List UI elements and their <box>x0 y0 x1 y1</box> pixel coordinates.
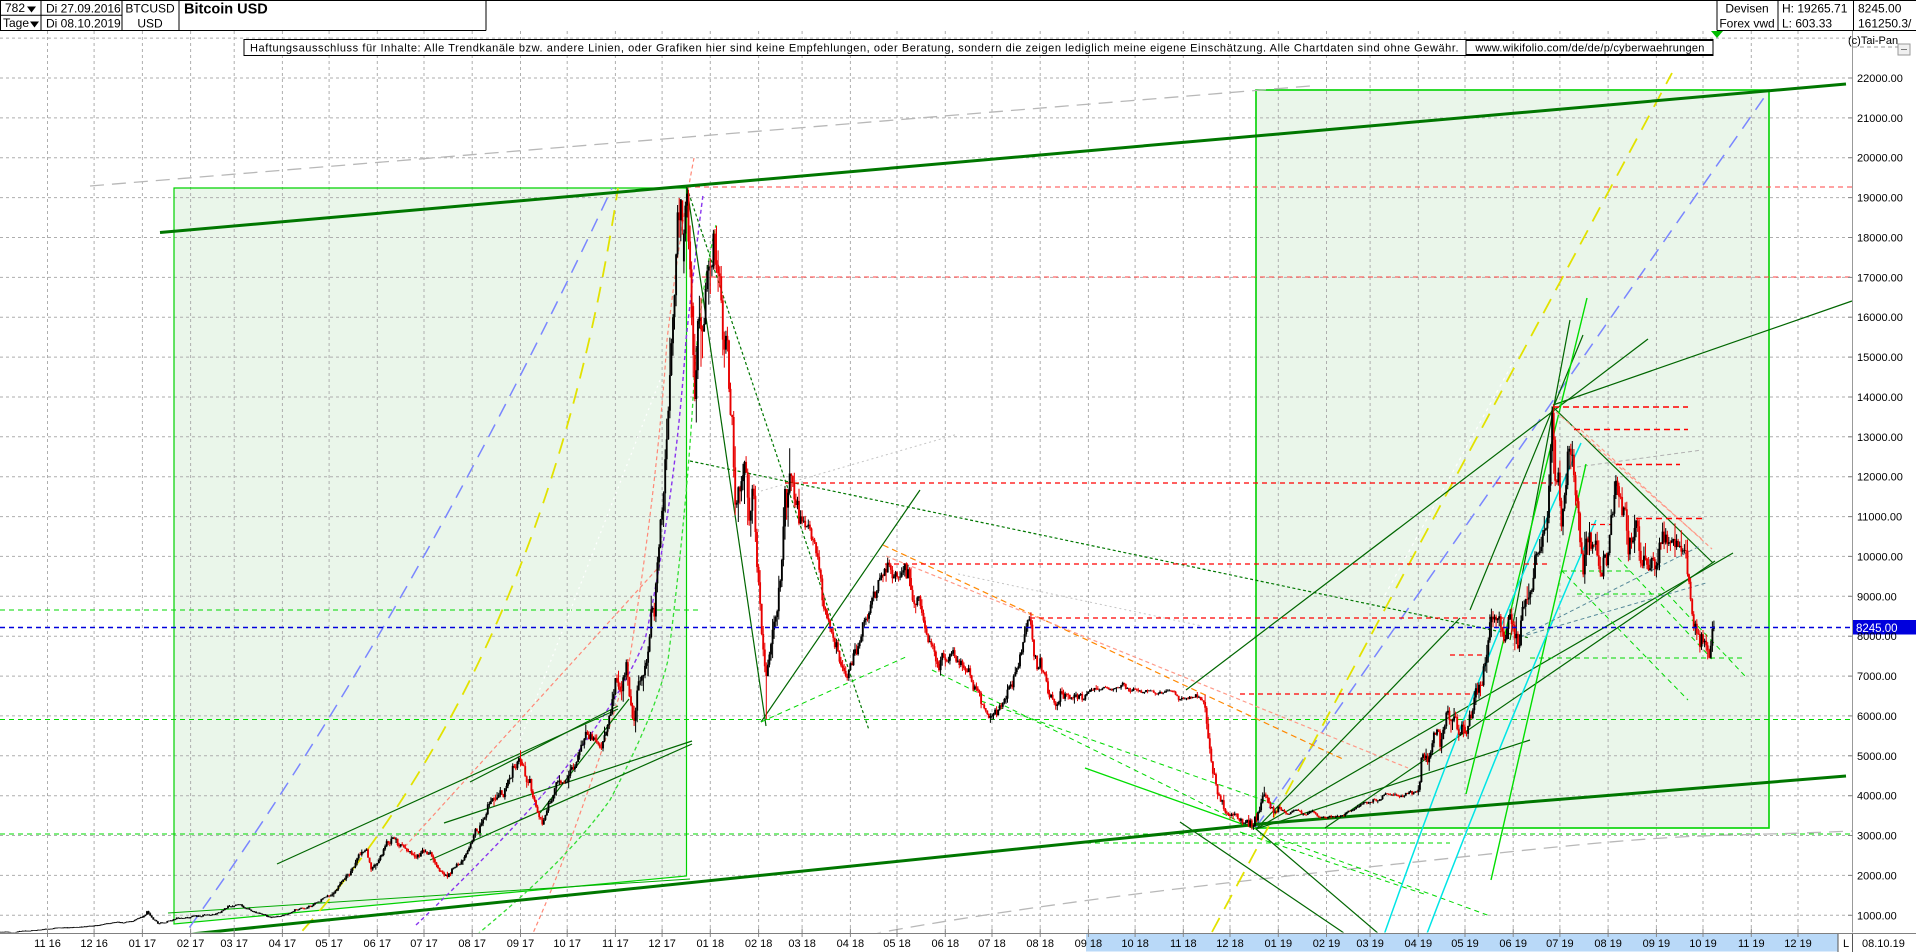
svg-text:04 18: 04 18 <box>837 938 865 950</box>
svg-text:8000.00: 8000.00 <box>1857 631 1897 643</box>
svg-text:01 17: 01 17 <box>129 938 157 950</box>
svg-text:10 19: 10 19 <box>1689 938 1717 950</box>
svg-text:03 19: 03 19 <box>1356 938 1384 950</box>
svg-text:4000.00: 4000.00 <box>1857 791 1897 803</box>
svg-text:07 19: 07 19 <box>1546 938 1574 950</box>
svg-text:02 19: 02 19 <box>1313 938 1341 950</box>
svg-text:11 17: 11 17 <box>602 938 629 950</box>
svg-text:03 17: 03 17 <box>220 938 248 950</box>
svg-text:8245.00: 8245.00 <box>1858 2 1902 16</box>
svg-text:9000.00: 9000.00 <box>1857 591 1897 603</box>
svg-text:L: 603.33: L: 603.33 <box>1782 17 1832 31</box>
svg-text:11 18: 11 18 <box>1170 938 1197 950</box>
svg-text:L: L <box>1843 938 1849 950</box>
svg-text:05 17: 05 17 <box>315 938 343 950</box>
svg-text:H: 19265.71: H: 19265.71 <box>1782 2 1848 16</box>
svg-text:06 17: 06 17 <box>364 938 392 950</box>
svg-text:04 17: 04 17 <box>269 938 297 950</box>
svg-text:09 19: 09 19 <box>1643 938 1671 950</box>
svg-text:10 17: 10 17 <box>553 938 581 950</box>
svg-text:BTCUSD: BTCUSD <box>125 2 175 16</box>
svg-text:11 16: 11 16 <box>34 938 61 950</box>
svg-text:01 19: 01 19 <box>1265 938 1293 950</box>
svg-text:06 19: 06 19 <box>1499 938 1527 950</box>
svg-text:10 18: 10 18 <box>1121 938 1149 950</box>
svg-text:08.10.19: 08.10.19 <box>1862 938 1905 950</box>
svg-text:782: 782 <box>5 1 25 15</box>
svg-text:01 18: 01 18 <box>697 938 725 950</box>
svg-text:19000.00: 19000.00 <box>1857 193 1903 205</box>
svg-text:5000.00: 5000.00 <box>1857 751 1897 763</box>
svg-text:09 17: 09 17 <box>507 938 535 950</box>
svg-text:11 19: 11 19 <box>1738 938 1765 950</box>
svg-text:16000.00: 16000.00 <box>1857 312 1903 324</box>
svg-text:14000.00: 14000.00 <box>1857 392 1903 404</box>
svg-text:08 18: 08 18 <box>1026 938 1054 950</box>
svg-text:06 18: 06 18 <box>932 938 960 950</box>
svg-text:02 18: 02 18 <box>745 938 773 950</box>
svg-text:Haftungsausschluss für Inhalte: Haftungsausschluss für Inhalte: Alle Tre… <box>250 43 1459 55</box>
svg-text:04 19: 04 19 <box>1405 938 1433 950</box>
svg-text:18000.00: 18000.00 <box>1857 233 1903 245</box>
svg-text:3000.00: 3000.00 <box>1857 831 1897 843</box>
svg-text:21000.00: 21000.00 <box>1857 113 1903 125</box>
svg-text:22000.00: 22000.00 <box>1857 73 1903 85</box>
svg-text:12 19: 12 19 <box>1784 938 1812 950</box>
svg-text:Forex vwd: Forex vwd <box>1719 17 1774 31</box>
svg-text:15000.00: 15000.00 <box>1857 352 1903 364</box>
svg-text:13000.00: 13000.00 <box>1857 432 1903 444</box>
svg-text:08 19: 08 19 <box>1594 938 1622 950</box>
svg-text:2000.00: 2000.00 <box>1857 870 1897 882</box>
svg-text:02 17: 02 17 <box>177 938 205 950</box>
svg-text:20000.00: 20000.00 <box>1857 153 1903 165</box>
svg-text:6000.00: 6000.00 <box>1857 711 1897 723</box>
svg-text:161250.3/: 161250.3/ <box>1858 17 1912 31</box>
svg-text:www.wikifolio.com/de/de/p/cybe: www.wikifolio.com/de/de/p/cyberwaehrunge… <box>1474 43 1704 55</box>
svg-text:10000.00: 10000.00 <box>1857 551 1903 563</box>
svg-text:8245.00: 8245.00 <box>1856 623 1898 635</box>
svg-text:11000.00: 11000.00 <box>1857 512 1902 524</box>
svg-text:Di 08.10.2019: Di 08.10.2019 <box>46 17 121 31</box>
svg-text:07 18: 07 18 <box>978 938 1006 950</box>
svg-text:08 17: 08 17 <box>458 938 486 950</box>
svg-text:12000.00: 12000.00 <box>1857 472 1903 484</box>
svg-text:12 17: 12 17 <box>648 938 676 950</box>
svg-text:07 17: 07 17 <box>410 938 438 950</box>
svg-text:09 18: 09 18 <box>1075 938 1103 950</box>
svg-text:1000.00: 1000.00 <box>1857 910 1897 922</box>
svg-text:(c)Tai-Pan: (c)Tai-Pan <box>1848 35 1898 47</box>
svg-text:03 18: 03 18 <box>788 938 816 950</box>
svg-text:17000.00: 17000.00 <box>1857 272 1903 284</box>
svg-text:Tage: Tage <box>3 16 29 30</box>
svg-text:12 18: 12 18 <box>1216 938 1244 950</box>
svg-text:USD: USD <box>137 17 163 31</box>
svg-text:05 18: 05 18 <box>883 938 911 950</box>
svg-text:Devisen: Devisen <box>1725 2 1768 16</box>
svg-text:Di 27.09.2016: Di 27.09.2016 <box>46 2 121 16</box>
svg-text:12 16: 12 16 <box>80 938 108 950</box>
svg-text:Bitcoin USD: Bitcoin USD <box>184 2 268 18</box>
svg-text:05 19: 05 19 <box>1451 938 1479 950</box>
svg-text:7000.00: 7000.00 <box>1857 671 1897 683</box>
